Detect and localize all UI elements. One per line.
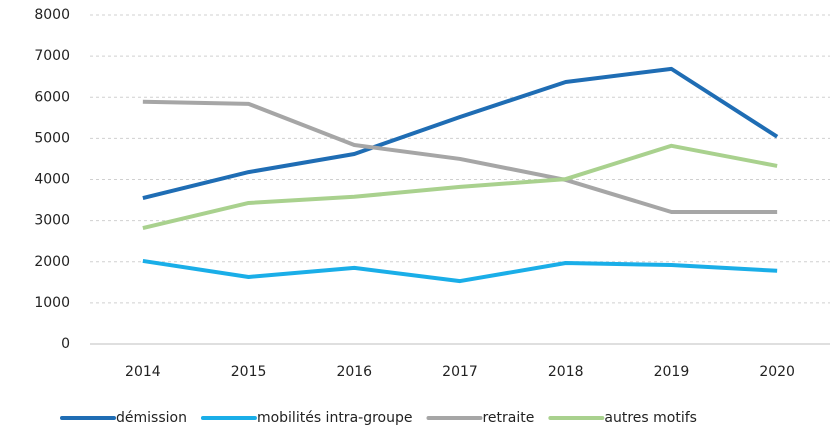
y-tick-label: 0 [61,336,70,352]
legend-label: retraite [482,410,534,426]
y-tick-label: 1000 [34,295,70,311]
legend-label: autres motifs [604,410,697,426]
line-series [142,258,778,284]
x-tick-label: 2020 [759,364,795,380]
y-tick-label: 2000 [34,254,70,270]
x-tick-label: 2015 [231,364,267,380]
y-tick-label: 3000 [34,213,70,229]
y-tick-label: 6000 [34,89,70,105]
x-tick-label: 2016 [336,364,372,380]
y-tick-label: 5000 [34,130,70,146]
y-tick-label: 8000 [34,7,70,23]
x-tick-label: 2019 [654,364,690,380]
y-tick-label: 4000 [34,172,70,188]
line-series [142,66,779,200]
y-tick-label: 7000 [34,48,70,64]
x-tick-label: 2014 [125,364,161,380]
line-series [142,143,778,230]
x-tick-label: 2017 [442,364,478,380]
line-series [142,99,778,214]
legend-label: démission [116,410,187,426]
legend-label: mobilités intra-groupe [257,410,413,426]
x-tick-label: 2018 [548,364,584,380]
